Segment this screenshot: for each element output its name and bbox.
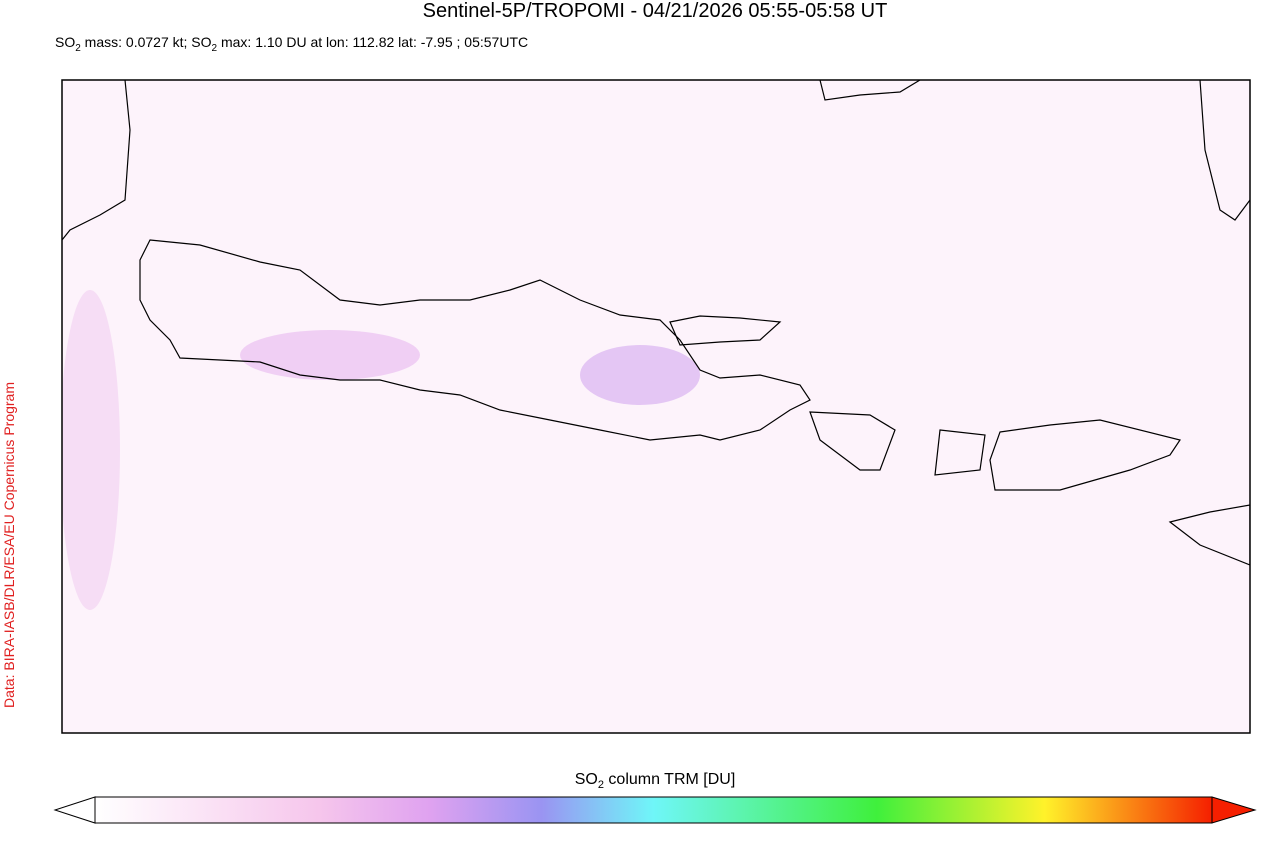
- colorbar: [94, 796, 1213, 824]
- coastline: [934, 429, 986, 476]
- map-area: [62, 80, 1250, 733]
- subtitle-part: 2: [212, 43, 218, 54]
- plume: [62, 290, 120, 610]
- coastline: [1199, 80, 1250, 221]
- credit: Data: BIRA-IASB/DLR/ESA/EU Copernicus Pr…: [1, 382, 17, 708]
- colorbar-label-part: column TRM [DU]: [604, 771, 735, 788]
- title: Sentinel-5P/TROPOMI - 04/21/2026 05:55-0…: [423, 0, 888, 22]
- colorbar-over: [1211, 796, 1257, 824]
- subtitle: SO2 mass: 0.0727 kt; SO2 max: 1.10 DU at…: [55, 34, 528, 54]
- subtitle-part: max: 1.10 DU at lon: 112.82 lat: -7.95 ;…: [217, 34, 528, 50]
- coastline: [1168, 504, 1250, 566]
- colorbar-label-part: SO: [575, 771, 598, 788]
- colorbar-label-part: 2: [598, 779, 604, 791]
- colorbar-under: [53, 796, 96, 824]
- plume: [240, 330, 420, 380]
- coastline: [809, 411, 896, 471]
- subtitle-part: SO: [55, 34, 75, 50]
- map-background: [62, 80, 1250, 733]
- coastline: [669, 315, 782, 346]
- coastline: [139, 239, 811, 441]
- colorbar-label: SO2 column TRM [DU]: [575, 771, 736, 791]
- plume: [580, 345, 700, 405]
- coastline: [819, 80, 921, 101]
- map-frame: [61, 79, 1251, 734]
- coastline: [62, 80, 131, 241]
- subtitle-part: mass: 0.0727 kt; SO: [81, 34, 212, 50]
- coastline: [989, 419, 1181, 491]
- subtitle-part: 2: [75, 43, 81, 54]
